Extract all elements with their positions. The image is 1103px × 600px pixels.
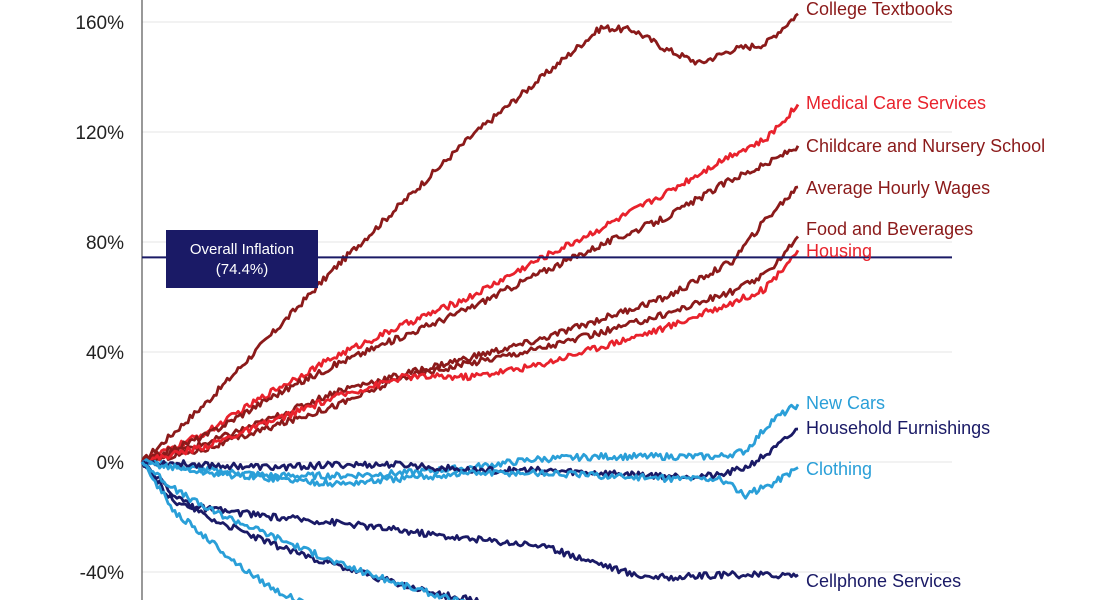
y-tick-label: 0%	[97, 453, 125, 474]
series-label: Cellphone Services	[806, 571, 961, 591]
series-line	[141, 460, 799, 582]
series-label: Housing	[806, 241, 872, 261]
y-tick-label: 40%	[86, 343, 124, 364]
series-labels: College Textbooks Medical Care Services Ch…	[806, 0, 1045, 591]
series-line	[140, 249, 800, 467]
series-line	[140, 12, 799, 463]
series-line	[140, 461, 479, 600]
series-line	[141, 458, 799, 500]
y-tick-label: 80%	[86, 233, 124, 254]
y-tick-label: -40%	[80, 563, 124, 584]
y-tick-label: 120%	[75, 123, 124, 144]
series-line	[141, 185, 799, 464]
series-line	[141, 103, 800, 465]
series-lines	[140, 12, 800, 600]
series-line	[140, 461, 305, 600]
series-label: Average Hourly Wages	[806, 178, 990, 198]
series-label: Childcare and Nursery School	[806, 136, 1045, 156]
overall-inflation-box	[166, 230, 318, 288]
series-label: New Cars	[806, 393, 885, 413]
series-label: Household Furnishings	[806, 418, 990, 438]
y-tick-label: 160%	[75, 13, 124, 34]
series-label: Food and Beverages	[806, 219, 973, 239]
series-label: Medical Care Services	[806, 93, 986, 113]
overall-inflation-label: Overall Inflation	[190, 241, 294, 258]
series-label: College Textbooks	[806, 0, 953, 19]
overall-inflation-annotation: Overall Inflation (74.4%)	[142, 230, 952, 288]
y-tick-labels: 160% 120% 80% 40% 0% -40%	[75, 13, 124, 584]
series-line	[140, 461, 465, 600]
overall-inflation-value: (74.4%)	[216, 261, 269, 278]
series-label: Clothing	[806, 459, 872, 479]
series-line	[141, 145, 800, 464]
series-line	[140, 235, 800, 465]
